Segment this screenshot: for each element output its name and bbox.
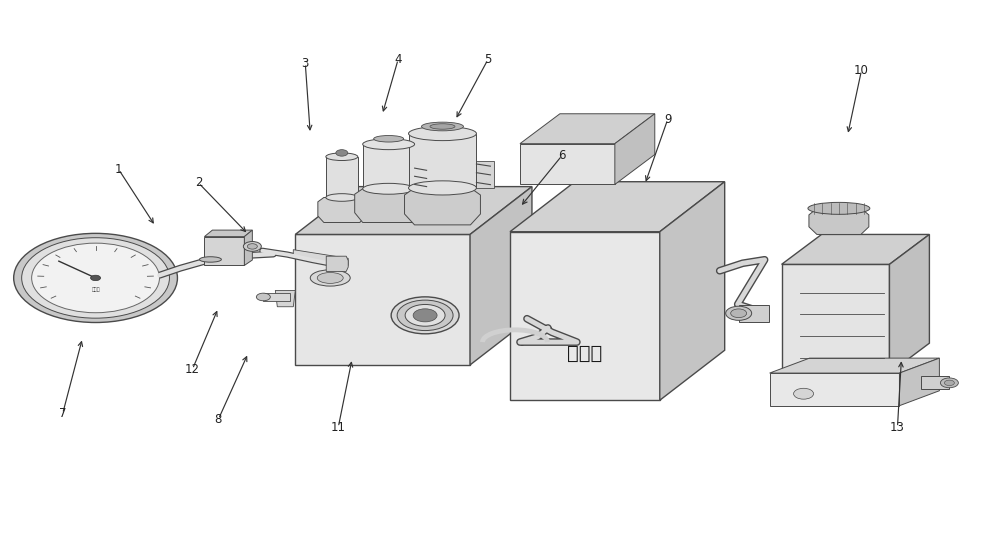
Ellipse shape xyxy=(363,139,415,150)
Polygon shape xyxy=(275,290,295,307)
Text: 2: 2 xyxy=(195,176,202,189)
Ellipse shape xyxy=(317,272,343,283)
Circle shape xyxy=(14,233,177,323)
Polygon shape xyxy=(363,144,415,189)
Text: 6: 6 xyxy=(558,149,566,162)
Polygon shape xyxy=(204,230,252,237)
Ellipse shape xyxy=(256,293,270,301)
Ellipse shape xyxy=(391,297,459,334)
Ellipse shape xyxy=(243,241,261,251)
Ellipse shape xyxy=(940,378,958,387)
Polygon shape xyxy=(782,264,889,373)
Ellipse shape xyxy=(199,257,221,262)
Polygon shape xyxy=(326,157,358,197)
Text: 7: 7 xyxy=(59,407,66,420)
Polygon shape xyxy=(899,358,939,405)
Polygon shape xyxy=(295,186,532,234)
Polygon shape xyxy=(476,161,494,188)
Circle shape xyxy=(336,150,348,156)
Polygon shape xyxy=(520,114,655,144)
Ellipse shape xyxy=(731,309,747,318)
Ellipse shape xyxy=(409,181,476,195)
Ellipse shape xyxy=(397,300,453,331)
Ellipse shape xyxy=(430,124,455,129)
Polygon shape xyxy=(770,373,899,405)
Text: 流量计: 流量计 xyxy=(567,343,603,362)
Circle shape xyxy=(32,243,159,313)
Text: 10: 10 xyxy=(854,64,869,77)
Circle shape xyxy=(794,388,814,399)
Polygon shape xyxy=(809,208,869,234)
Polygon shape xyxy=(244,230,252,265)
Ellipse shape xyxy=(310,270,350,286)
Polygon shape xyxy=(409,134,476,188)
Ellipse shape xyxy=(374,136,404,142)
Polygon shape xyxy=(405,188,480,225)
Polygon shape xyxy=(615,114,655,184)
Ellipse shape xyxy=(247,244,257,249)
Polygon shape xyxy=(921,377,949,389)
Text: 13: 13 xyxy=(890,421,905,434)
Text: 压力表: 压力表 xyxy=(91,287,100,293)
Polygon shape xyxy=(889,234,929,373)
Text: 8: 8 xyxy=(215,413,222,426)
Circle shape xyxy=(22,238,169,318)
Text: 9: 9 xyxy=(664,113,672,126)
Text: 12: 12 xyxy=(185,363,200,376)
Polygon shape xyxy=(510,232,660,400)
Polygon shape xyxy=(660,181,725,400)
Polygon shape xyxy=(770,358,939,373)
Polygon shape xyxy=(510,181,725,232)
Ellipse shape xyxy=(726,306,752,320)
Polygon shape xyxy=(470,186,532,365)
Text: 11: 11 xyxy=(331,421,346,434)
Text: 3: 3 xyxy=(302,57,309,70)
Polygon shape xyxy=(326,256,348,271)
Ellipse shape xyxy=(326,153,358,161)
Ellipse shape xyxy=(326,193,358,201)
Polygon shape xyxy=(293,250,348,265)
Circle shape xyxy=(91,275,101,281)
Ellipse shape xyxy=(944,380,954,385)
Polygon shape xyxy=(263,293,290,301)
Polygon shape xyxy=(355,189,423,222)
Circle shape xyxy=(413,309,437,322)
Text: 1: 1 xyxy=(115,163,122,175)
Polygon shape xyxy=(295,234,470,365)
Polygon shape xyxy=(739,305,769,322)
Polygon shape xyxy=(415,168,435,190)
Polygon shape xyxy=(318,197,366,222)
Polygon shape xyxy=(520,144,615,184)
Ellipse shape xyxy=(808,202,870,214)
Ellipse shape xyxy=(363,183,415,194)
Ellipse shape xyxy=(405,305,445,326)
Text: 4: 4 xyxy=(394,53,402,66)
Text: 5: 5 xyxy=(484,53,492,66)
Ellipse shape xyxy=(422,122,463,131)
Polygon shape xyxy=(782,234,929,264)
Polygon shape xyxy=(204,237,244,265)
Ellipse shape xyxy=(409,126,476,141)
